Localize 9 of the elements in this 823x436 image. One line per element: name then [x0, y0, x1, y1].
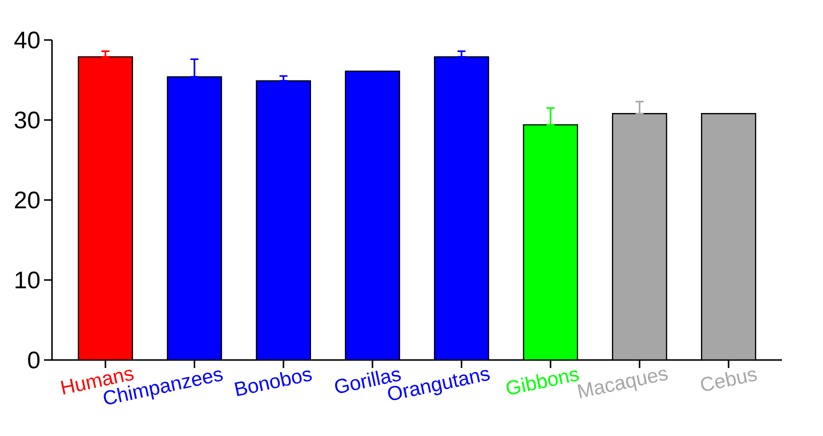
x-tick-label: Cebus: [700, 370, 757, 391]
x-tick-label: Macaques: [578, 370, 668, 398]
x-tick-label: Gibbons: [506, 370, 579, 394]
y-tick-label: 40: [14, 32, 40, 48]
y-tick-label: 20: [14, 192, 40, 208]
y-tick-label: 0: [28, 352, 40, 368]
y-tick-label: 30: [14, 112, 40, 128]
y-tick-label: 10: [16, 272, 40, 288]
x-tick-label: Bonobos: [234, 370, 312, 396]
